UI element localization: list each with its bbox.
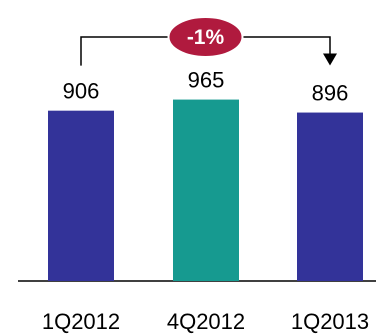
category-labels-layer: 1Q2012 4Q2012 1Q2013 [42,309,369,334]
change-badge-label: -1% [187,26,225,49]
change-badge [167,16,244,58]
bars-layer [48,99,363,281]
data-labels-layer: 906 965 896 [63,68,349,106]
change-annotation: -1% [80,16,337,66]
data-label-1Q2012: 906 [63,79,100,104]
data-label-4Q2012: 965 [188,68,225,93]
data-label-1Q2013: 896 [312,81,349,106]
category-label-1Q2012: 1Q2012 [42,309,120,334]
category-label-4Q2012: 4Q2012 [167,309,245,334]
bar-1Q2013 [297,112,363,281]
bar-4Q2012 [173,99,239,281]
bar-1Q2012 [48,110,114,281]
category-label-1Q2013: 1Q2013 [291,309,369,334]
arrow-down-icon [323,53,337,66]
